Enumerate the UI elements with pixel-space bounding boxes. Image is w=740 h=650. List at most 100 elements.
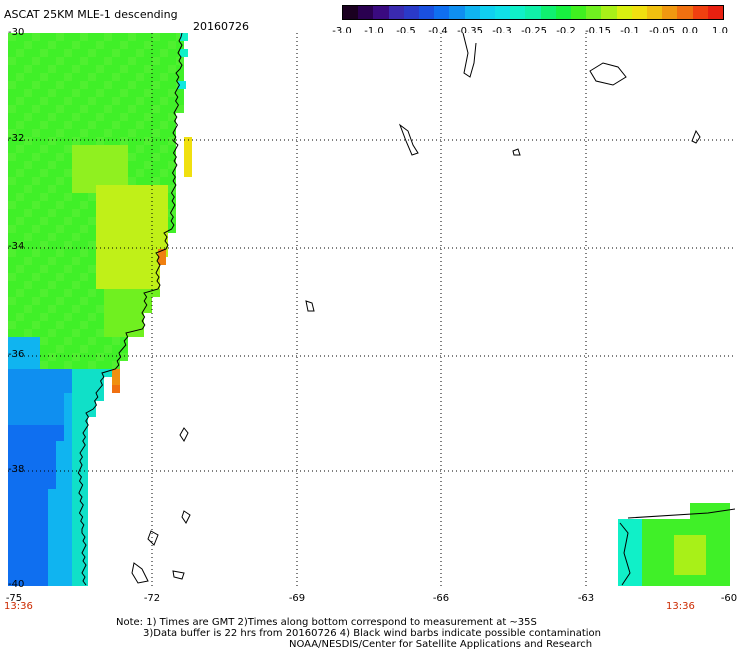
data-cell [80,249,88,257]
data-cell [80,265,88,273]
data-cell [16,161,24,169]
data-cell [8,409,16,417]
data-cell [168,65,176,73]
data-cell [152,33,160,41]
data-cell [40,233,48,241]
data-cell [136,49,144,57]
data-cell [112,273,120,281]
data-cell [88,41,96,49]
data-cell [32,569,40,577]
data-cell [24,577,32,585]
data-cell [160,225,168,233]
data-cell [80,377,88,385]
data-cell [666,583,674,586]
data-cell [32,281,40,289]
data-cell [8,353,16,361]
data-cell [48,465,56,473]
data-cell [80,97,88,105]
data-cell [72,105,80,113]
colorbar-segment [601,6,617,19]
data-cell [112,145,120,153]
data-cell [96,185,104,193]
data-cell [658,543,666,551]
data-cell [80,185,88,193]
data-cell [8,89,16,97]
data-cell [72,401,80,409]
data-cell [160,193,168,201]
data-cell [48,217,56,225]
data-cell [56,481,64,489]
data-cell [56,305,64,313]
data-cell [88,345,96,353]
data-cell [136,145,144,153]
data-cell [24,289,32,297]
data-cell [56,577,64,585]
data-cell [120,257,128,265]
data-cell [8,65,16,73]
data-cell [56,233,64,241]
data-cell [64,497,72,505]
data-cell [682,567,690,575]
data-cell [40,417,48,425]
data-cell [96,217,104,225]
data-cell [642,567,650,575]
data-cell [80,257,88,265]
data-cell [56,73,64,81]
data-cell [144,265,152,273]
data-cell [16,401,24,409]
data-cell [666,575,674,583]
data-cell [112,33,120,41]
data-cell [158,249,166,257]
data-cell [24,49,32,57]
data-cell [642,551,650,559]
data-cell [128,201,136,209]
lon-label-75: -75 [5,593,23,604]
data-cell [32,401,40,409]
data-cell [56,241,64,249]
data-cell [152,257,160,265]
data-cell [48,137,56,145]
data-cell [32,537,40,545]
data-cell [64,449,72,457]
data-cell [40,345,48,353]
data-cell [112,321,120,329]
data-cell [128,81,136,89]
data-cell [88,257,96,265]
data-cell [128,97,136,105]
data-cell [16,201,24,209]
data-cell [56,169,64,177]
data-cell [112,137,120,145]
data-cell [674,559,682,567]
lat-label-38: -38 [8,464,25,475]
data-cell [96,385,104,393]
data-cell [112,329,120,337]
data-cell [24,145,32,153]
data-cell [56,561,64,569]
data-cell [136,313,144,321]
data-cell [56,249,64,257]
data-cell [650,527,658,535]
data-cell [168,137,176,145]
data-cell [152,81,160,89]
data-cell [56,385,64,393]
data-cell [136,201,144,209]
data-cell [128,289,136,297]
data-cell [32,369,40,377]
data-cell [626,567,634,575]
data-cell [64,73,72,81]
data-cell [16,361,24,369]
data-cell [714,527,722,535]
data-cell [64,425,72,433]
data-cell [32,169,40,177]
data-cell [176,73,184,81]
data-cell [136,65,144,73]
colorbar-tick-label: 0.0 [682,26,698,37]
data-cell [72,409,80,417]
data-cell [48,505,56,513]
data-cell [48,305,56,313]
data-cell [112,121,120,129]
data-cell [658,519,666,527]
data-cell [8,505,16,513]
data-cell [152,177,160,185]
data-cell [40,225,48,233]
